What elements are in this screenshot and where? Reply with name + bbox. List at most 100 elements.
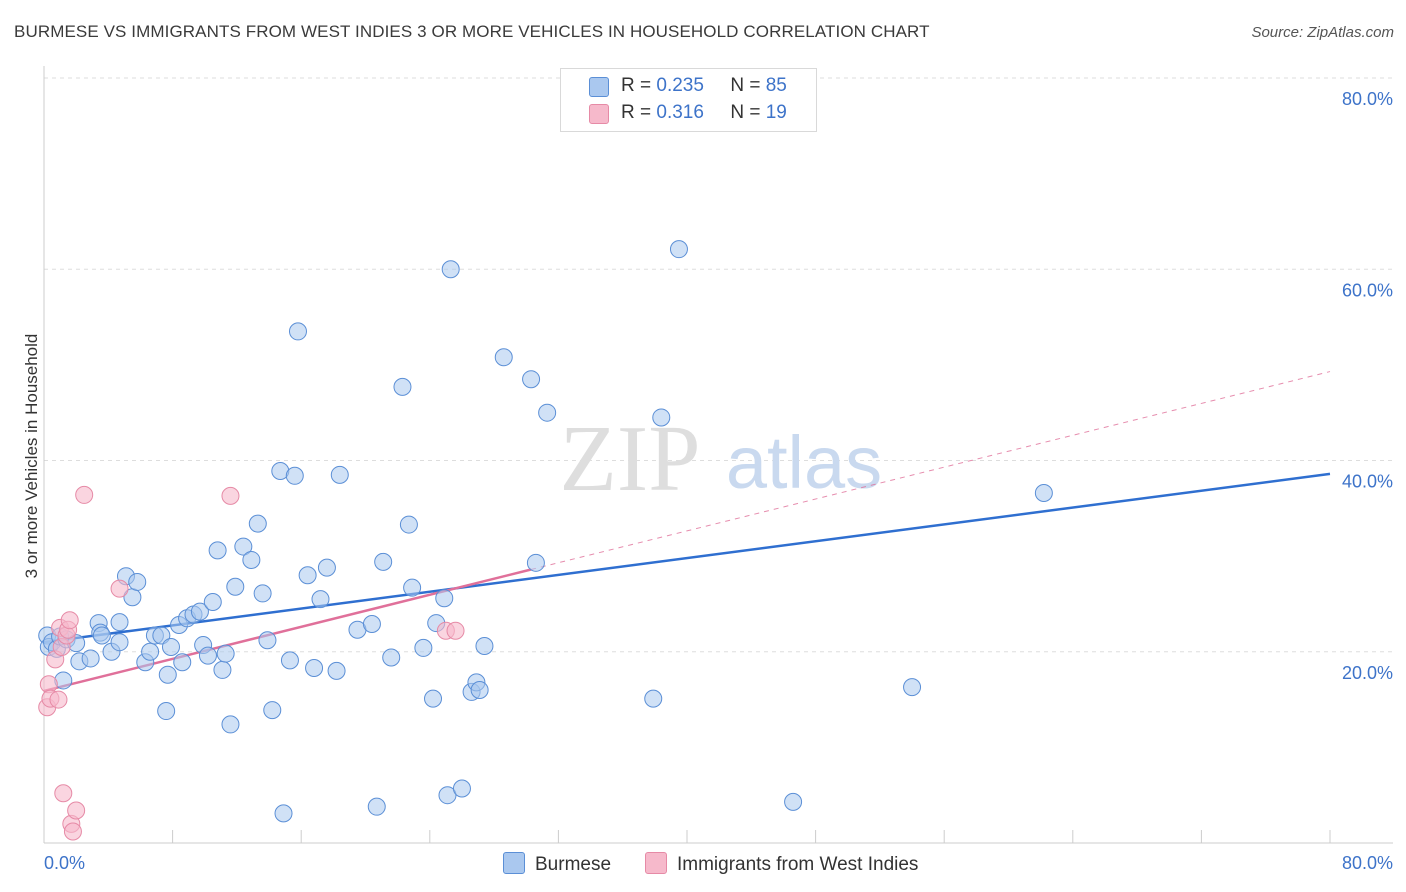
watermark-atlas: atlas <box>726 421 882 504</box>
legend-label: Burmese <box>535 854 612 875</box>
burmese-point <box>538 403 557 422</box>
burmese-point <box>274 804 293 823</box>
burmese-point <box>644 689 663 708</box>
burmese-point <box>226 577 245 596</box>
burmese-point <box>157 702 176 721</box>
chart-title: BURMESE VS IMMIGRANTS FROM WEST INDIES 3… <box>14 22 930 41</box>
burmese-point <box>1034 484 1053 503</box>
burmese-point <box>441 260 460 279</box>
burmese-trendline <box>43 472 1331 644</box>
burmese-point <box>494 348 513 367</box>
x-tick-label-min: 0.0% <box>44 853 85 873</box>
west-indies-point <box>49 690 68 709</box>
burmese-point <box>198 646 217 665</box>
burmese-point <box>298 566 317 585</box>
burmese-point <box>280 651 299 670</box>
watermark-zip: ZIP <box>560 407 701 511</box>
west-indies-point <box>221 486 240 505</box>
west-indies-trend-extension <box>530 371 1331 570</box>
burmese-point <box>208 541 227 560</box>
burmese-point <box>470 681 489 699</box>
y-tick-label: 80.0% <box>1342 89 1393 109</box>
burmese-point <box>362 615 381 634</box>
burmese-point <box>435 589 454 608</box>
source-credit: Source: ZipAtlas.com <box>1251 24 1394 41</box>
west-indies-legend-swatch <box>645 852 667 874</box>
correlation-legend: R = 0.235 N = 85 R = 0.316 N = 19 <box>560 68 817 132</box>
legend-item-west-indies: Immigrants from West Indies <box>645 852 918 876</box>
burmese-point <box>216 644 235 663</box>
burmese-point <box>399 515 418 534</box>
burmese-point <box>526 553 545 572</box>
burmese-legend-swatch <box>503 852 525 874</box>
burmese-point <box>311 590 330 609</box>
west-indies-points <box>38 485 465 841</box>
burmese-point <box>248 514 267 533</box>
burmese-point <box>92 626 111 645</box>
west-indies-point <box>110 579 129 598</box>
burmese-point <box>141 642 160 661</box>
burmese-point <box>288 322 307 341</box>
r-value: 0.235 <box>656 75 704 96</box>
x-tick-label-max: 80.0% <box>1342 853 1393 873</box>
west-indies-point <box>67 801 86 820</box>
burmese-point <box>414 638 433 657</box>
burmese-point <box>367 797 386 816</box>
burmese-swatch <box>589 77 609 97</box>
n-label: N = <box>730 102 761 123</box>
r-label: R = <box>621 75 652 96</box>
burmese-point <box>213 660 232 679</box>
tick-labels: 20.0% 40.0% 60.0% 80.0% 0.0% 80.0% <box>44 89 1393 873</box>
burmese-point <box>173 653 192 672</box>
burmese-point <box>424 689 443 708</box>
burmese-point <box>305 659 324 678</box>
n-value: 19 <box>765 102 787 123</box>
n-label: N = <box>730 75 761 96</box>
burmese-point <box>903 678 922 697</box>
burmese-points <box>38 240 1053 823</box>
burmese-point <box>203 593 222 612</box>
burmese-point <box>522 370 541 389</box>
axes <box>43 66 1393 844</box>
burmese-point <box>285 466 304 485</box>
west-indies-point <box>446 621 465 640</box>
legend-row-west-indies: R = 0.316 N = 19 <box>621 102 787 124</box>
y-tick-label: 60.0% <box>1342 280 1393 300</box>
burmese-point <box>317 558 336 577</box>
burmese-point <box>327 661 346 680</box>
burmese-point <box>382 648 401 667</box>
burmese-point <box>158 665 177 684</box>
r-value: 0.316 <box>656 102 704 123</box>
burmese-point <box>784 792 803 811</box>
burmese-point <box>234 537 253 556</box>
burmese-point <box>110 633 129 652</box>
y-tick-label: 20.0% <box>1342 663 1393 683</box>
burmese-point <box>161 637 180 656</box>
burmese-point <box>452 779 471 798</box>
west-indies-swatch <box>589 104 609 124</box>
west-indies-point <box>63 822 82 841</box>
west-indies-trendline <box>43 568 532 693</box>
y-axis-label: 3 or more Vehicles in Household <box>22 334 41 579</box>
legend-item-burmese: Burmese <box>503 852 611 876</box>
burmese-point <box>221 715 240 734</box>
burmese-point <box>190 602 209 621</box>
west-indies-point <box>75 485 94 504</box>
burmese-point <box>403 578 422 597</box>
burmese-point <box>152 626 171 645</box>
watermark: ZIP atlas <box>560 407 883 511</box>
burmese-point <box>652 408 671 427</box>
burmese-point <box>330 465 349 484</box>
burmese-point <box>374 552 393 571</box>
west-indies-point <box>60 611 79 630</box>
r-label: R = <box>621 102 652 123</box>
trendlines <box>43 371 1331 693</box>
burmese-point <box>242 550 261 569</box>
legend-row-burmese: R = 0.235 N = 85 <box>621 75 787 97</box>
n-value: 85 <box>765 75 787 96</box>
burmese-point <box>393 377 412 396</box>
legend-label: Immigrants from West Indies <box>677 854 919 875</box>
burmese-point <box>81 649 100 668</box>
burmese-point <box>263 701 282 720</box>
